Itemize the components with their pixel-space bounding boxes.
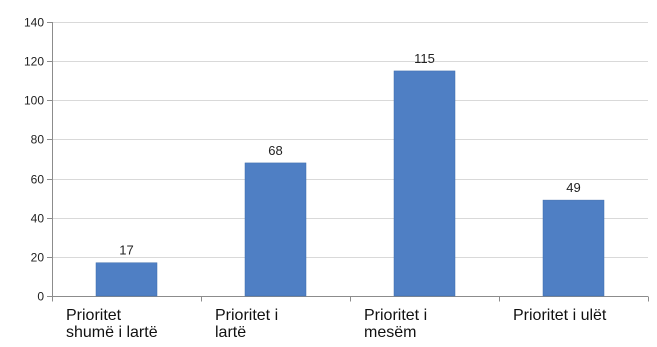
x-category-label: Prioritet i xyxy=(215,307,278,324)
data-label: 49 xyxy=(566,180,580,195)
bar xyxy=(244,162,307,297)
data-label: 115 xyxy=(414,51,435,66)
axes xyxy=(47,22,649,302)
x-category-label: Prioritet i xyxy=(364,307,427,324)
grid-lines xyxy=(52,22,648,258)
x-category-label: Prioritet xyxy=(66,307,122,324)
y-tick-label: 80 xyxy=(31,133,45,147)
bar xyxy=(95,262,158,297)
x-category-label: lartë xyxy=(215,324,246,341)
x-category-label: Prioritet i ulët xyxy=(513,307,607,324)
y-tick-label: 40 xyxy=(31,212,45,226)
x-category-label: mesëm xyxy=(364,324,416,341)
bar xyxy=(542,199,605,297)
data-label: 17 xyxy=(119,243,133,258)
y-tick-label: 120 xyxy=(24,55,44,69)
x-category-label: shumë i lartë xyxy=(66,324,158,341)
y-tick-label: 140 xyxy=(24,16,44,30)
data-label: 68 xyxy=(268,143,282,158)
y-tick-label: 0 xyxy=(37,290,44,304)
bars xyxy=(95,70,605,297)
y-tick-label: 60 xyxy=(31,173,45,187)
y-tick-label: 100 xyxy=(24,94,44,108)
bar xyxy=(393,70,456,297)
y-tick-label: 20 xyxy=(31,251,45,265)
